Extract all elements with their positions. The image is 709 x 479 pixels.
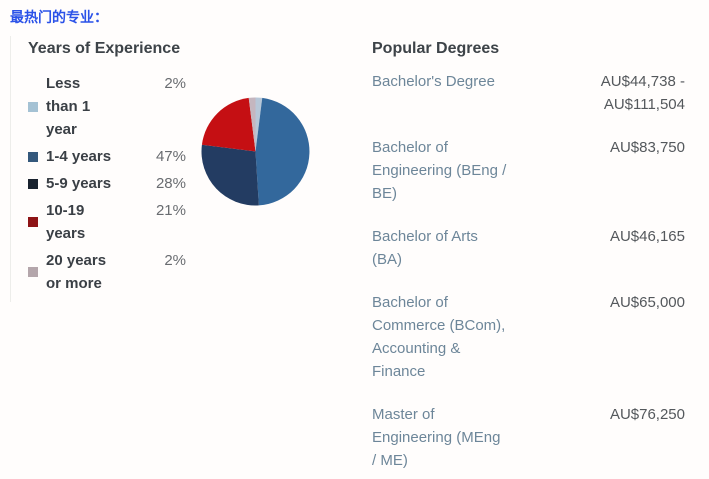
degree-salary: AU$83,750 [609, 139, 685, 156]
degree-list: Bachelor's Degree AU$44,738 - AU$111,504… [372, 70, 685, 472]
degree-link[interactable]: Bachelor's Degree [372, 73, 495, 90]
legend-item-1-4-years: 1-4 years 47% [28, 145, 186, 168]
legend-item-less-than-1-year: Less than 1 year 2% [28, 72, 186, 141]
legend-percent: 2% [164, 252, 186, 269]
pie-slice-1-4-years[interactable] [255, 97, 310, 206]
card-left-border [10, 36, 11, 302]
legend-label: 10-19 years [46, 202, 86, 242]
legend-percent: 2% [164, 75, 186, 92]
degree-salary: AU$65,000 [609, 294, 685, 311]
degree-link[interactable]: Bachelor of Engineering (BEng / BE) [372, 139, 507, 202]
degree-salary: AU$76,250 [609, 406, 685, 423]
pie-slice-less-than-1-year[interactable] [255, 97, 263, 152]
legend-label: Less than 1 year [46, 75, 91, 138]
legend-swatch-icon [28, 267, 38, 277]
experience-legend: Less than 1 year 2% 1-4 years 47% 5-9 ye… [28, 72, 186, 295]
legend-percent: 47% [155, 148, 186, 165]
legend-swatch-icon [28, 217, 38, 227]
degree-link[interactable]: Bachelor of Commerce (BCom), Accounting … [372, 294, 506, 380]
degree-row: Bachelor of Engineering (BEng / BE) AU$8… [372, 136, 685, 205]
experience-pie-chart [199, 95, 312, 208]
legend-label: 5-9 years [46, 175, 112, 192]
legend-item-5-9-years: 5-9 years 28% [28, 172, 186, 195]
degree-row: Bachelor's Degree AU$44,738 - AU$111,504 [372, 70, 685, 116]
pie-slice-10-19-years[interactable] [201, 97, 256, 152]
degree-row: Bachelor of Commerce (BCom), Accounting … [372, 291, 685, 383]
degree-salary: AU$44,738 - AU$111,504 [600, 73, 685, 113]
experience-pie-svg [201, 97, 310, 206]
legend-percent: 28% [155, 175, 186, 192]
experience-section: Years of Experience Less than 1 year 2% … [28, 40, 328, 299]
legend-swatch-icon [28, 178, 38, 189]
legend-swatch-icon [28, 151, 38, 162]
degrees-heading: Popular Degrees [372, 40, 500, 57]
degree-row: Master of Engineering (MEng / ME) AU$76,… [372, 403, 685, 472]
page-title: 最热门的专业： [10, 9, 108, 25]
experience-heading: Years of Experience [28, 40, 181, 57]
legend-swatch-icon [28, 101, 38, 112]
pie-slice-5-9-years[interactable] [201, 144, 259, 206]
degree-link[interactable]: Bachelor of Arts (BA) [372, 228, 478, 268]
legend-item-20-years-or-more: 20 years or more 2% [28, 249, 186, 295]
legend-item-10-19-years: 10-19 years 21% [28, 199, 186, 245]
legend-label: 1-4 years [46, 148, 112, 165]
degrees-section: Popular Degrees Bachelor's Degree AU$44,… [372, 40, 685, 472]
pie-slice-20-years-or-more[interactable] [248, 97, 256, 152]
degree-link[interactable]: Master of Engineering (MEng / ME) [372, 406, 501, 469]
degree-row: Bachelor of Arts (BA) AU$46,165 [372, 225, 685, 271]
degree-salary: AU$46,165 [609, 228, 685, 245]
legend-label: 20 years or more [46, 252, 107, 292]
legend-percent: 21% [155, 202, 186, 219]
